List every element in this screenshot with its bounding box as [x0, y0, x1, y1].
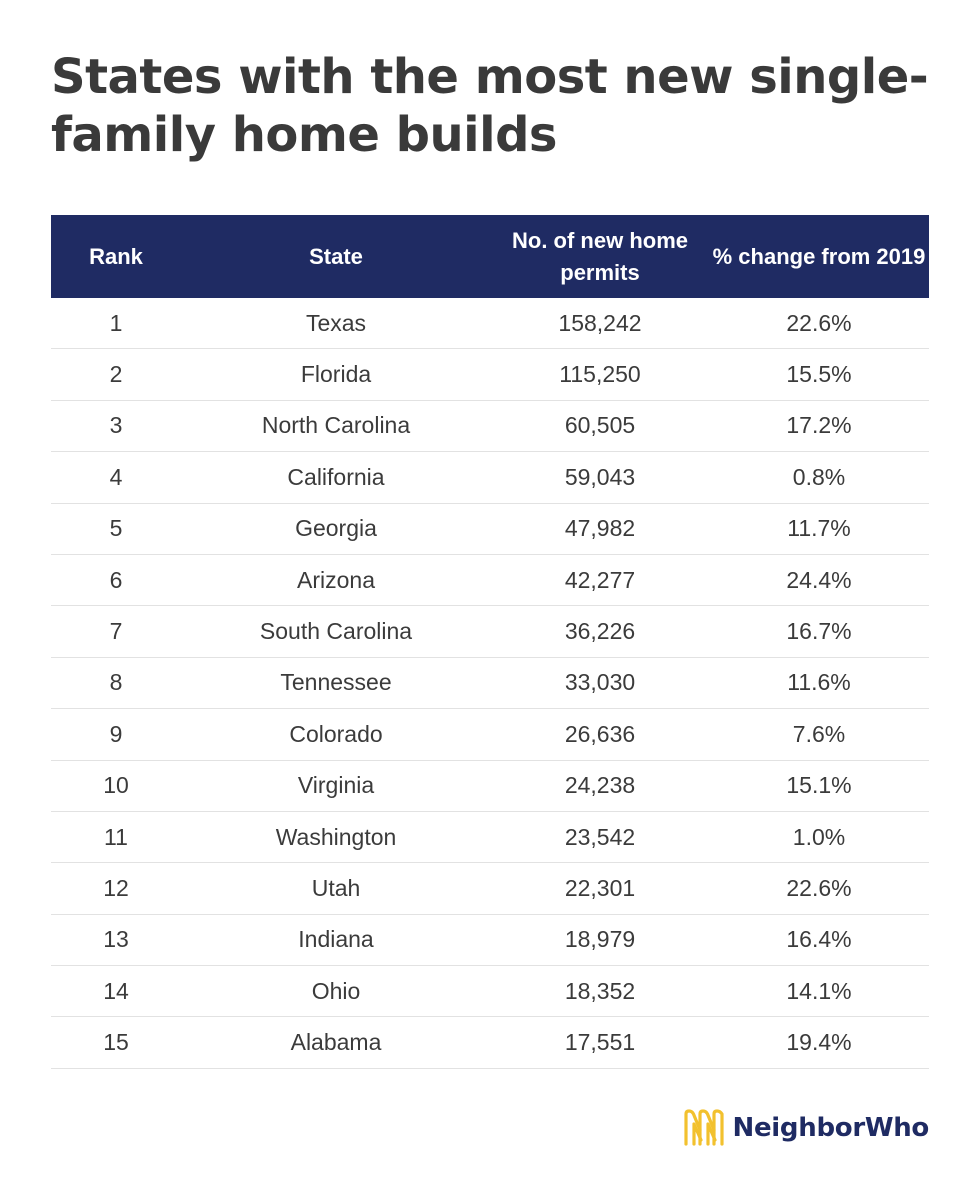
- permits-cell: 36,226: [564, 618, 636, 645]
- table-row: 12 Utah 22,301 22.6%: [51, 863, 929, 915]
- header-rank: Rank: [89, 243, 143, 269]
- table-row: 14 Ohio 18,352 14.1%: [51, 966, 929, 1018]
- rank-cell: 1: [109, 309, 123, 336]
- rank-cell: 13: [103, 926, 129, 953]
- chart-title: States with the most new single-family h…: [51, 49, 929, 163]
- table-header-row: Rank State No. of new home permits % cha…: [51, 215, 929, 298]
- rank-cell: 12: [103, 874, 129, 901]
- permits-cell: 47,982: [564, 515, 636, 542]
- rank-cell: 4: [109, 463, 123, 490]
- permits-cell: 24,238: [564, 772, 636, 799]
- change-cell: 22.6%: [786, 309, 852, 336]
- rank-cell: 15: [103, 1029, 129, 1056]
- permits-cell: 23,542: [564, 823, 636, 850]
- header-state: State: [309, 243, 363, 269]
- state-cell: Utah: [311, 874, 361, 901]
- change-cell: 22.6%: [786, 874, 852, 901]
- rank-cell: 10: [103, 772, 129, 799]
- rank-cell: 8: [109, 669, 123, 696]
- state-cell: Texas: [305, 309, 367, 336]
- change-cell: 15.5%: [786, 361, 852, 388]
- permits-cell: 26,636: [564, 720, 636, 747]
- permits-cell: 60,505: [564, 412, 636, 439]
- header-change: % change from 2019: [712, 243, 926, 269]
- table-row: 5 Georgia 47,982 11.7%: [51, 504, 929, 555]
- change-cell: 16.7%: [786, 618, 852, 645]
- state-cell: Washington: [275, 823, 397, 850]
- state-cell: North Carolina: [261, 412, 411, 439]
- state-cell: Florida: [300, 361, 372, 388]
- change-cell: 19.4%: [786, 1029, 852, 1056]
- brand-logo: NeighborWho: [683, 1106, 929, 1150]
- table-row: 4 California 59,043 0.8%: [51, 452, 929, 504]
- permits-cell: 22,301: [564, 874, 636, 901]
- table-row: 10 Virginia 24,238 15.1%: [51, 761, 929, 812]
- change-cell: 1.0%: [792, 823, 846, 850]
- state-cell: Indiana: [298, 926, 374, 953]
- change-cell: 7.6%: [792, 720, 846, 747]
- brand-name: NeighborWho: [732, 1113, 930, 1143]
- change-cell: 16.4%: [786, 926, 852, 953]
- state-cell: Ohio: [311, 977, 361, 1004]
- rank-cell: 6: [109, 566, 123, 593]
- permits-cell: 42,277: [564, 566, 636, 593]
- rank-cell: 2: [109, 361, 123, 388]
- state-cell: Virginia: [297, 772, 375, 799]
- change-cell: 11.6%: [787, 669, 851, 696]
- state-cell: Georgia: [295, 515, 377, 542]
- permits-table: Rank State No. of new home permits % cha…: [51, 215, 929, 1069]
- table-row: 13 Indiana 18,979 16.4%: [51, 915, 929, 967]
- change-cell: 15.1%: [786, 772, 852, 799]
- state-cell: California: [287, 463, 385, 490]
- state-cell: Alabama: [290, 1029, 382, 1056]
- rank-cell: 5: [109, 515, 123, 542]
- permits-cell: 18,979: [564, 926, 636, 953]
- table-row: 3 North Carolina 60,505 17.2%: [51, 401, 929, 453]
- change-cell: 0.8%: [792, 463, 846, 490]
- change-cell: 17.2%: [786, 412, 852, 439]
- rank-cell: 9: [109, 720, 123, 747]
- table-row: 6 Arizona 42,277 24.4%: [51, 555, 929, 607]
- table-row: 9 Colorado 26,636 7.6%: [51, 709, 929, 761]
- rank-cell: 7: [109, 618, 123, 645]
- state-cell: Colorado: [289, 720, 383, 747]
- table-row: 15 Alabama 17,551 19.4%: [51, 1017, 929, 1069]
- permits-cell: 59,043: [564, 463, 636, 490]
- rank-cell: 3: [109, 412, 123, 439]
- table-body: 1 Texas 158,242 22.6% 2 Florida 115,250 15.5% 3 N…: [51, 298, 929, 1069]
- permits-cell: 158,242: [558, 309, 642, 336]
- permits-cell: 115,250: [559, 361, 641, 388]
- table-row: 2 Florida 115,250 15.5%: [51, 349, 929, 401]
- state-cell: South Carolina: [259, 618, 413, 645]
- table-row: 8 Tennessee 33,030 11.6%: [51, 658, 929, 710]
- neighborwho-logo-icon: [683, 1109, 724, 1146]
- change-cell: 24.4%: [786, 566, 852, 593]
- rank-cell: 14: [103, 977, 129, 1004]
- permits-cell: 18,352: [564, 977, 636, 1004]
- change-cell: 14.1%: [786, 977, 852, 1004]
- permits-cell: 17,551: [564, 1029, 636, 1056]
- table-row: 7 South Carolina 36,226 16.7%: [51, 606, 929, 658]
- change-cell: 11.7%: [787, 515, 851, 542]
- permits-cell: 33,030: [564, 669, 636, 696]
- rank-cell: 11: [104, 823, 128, 850]
- state-cell: Tennessee: [280, 669, 392, 696]
- table-row: 1 Texas 158,242 22.6%: [51, 298, 929, 350]
- state-cell: Arizona: [297, 566, 375, 593]
- table-row: 11 Washington 23,542 1.0%: [51, 812, 929, 864]
- header-permits: No. of new home permits: [512, 227, 688, 285]
